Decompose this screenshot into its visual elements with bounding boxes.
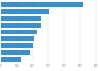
Bar (1, 43, 33, 48)
Bar (1, 57, 21, 62)
Bar (1, 50, 30, 55)
Bar (1, 9, 49, 14)
Bar (1, 2, 83, 7)
Bar (1, 30, 37, 34)
Bar (1, 23, 40, 28)
Bar (1, 36, 34, 41)
Bar (1, 16, 41, 21)
